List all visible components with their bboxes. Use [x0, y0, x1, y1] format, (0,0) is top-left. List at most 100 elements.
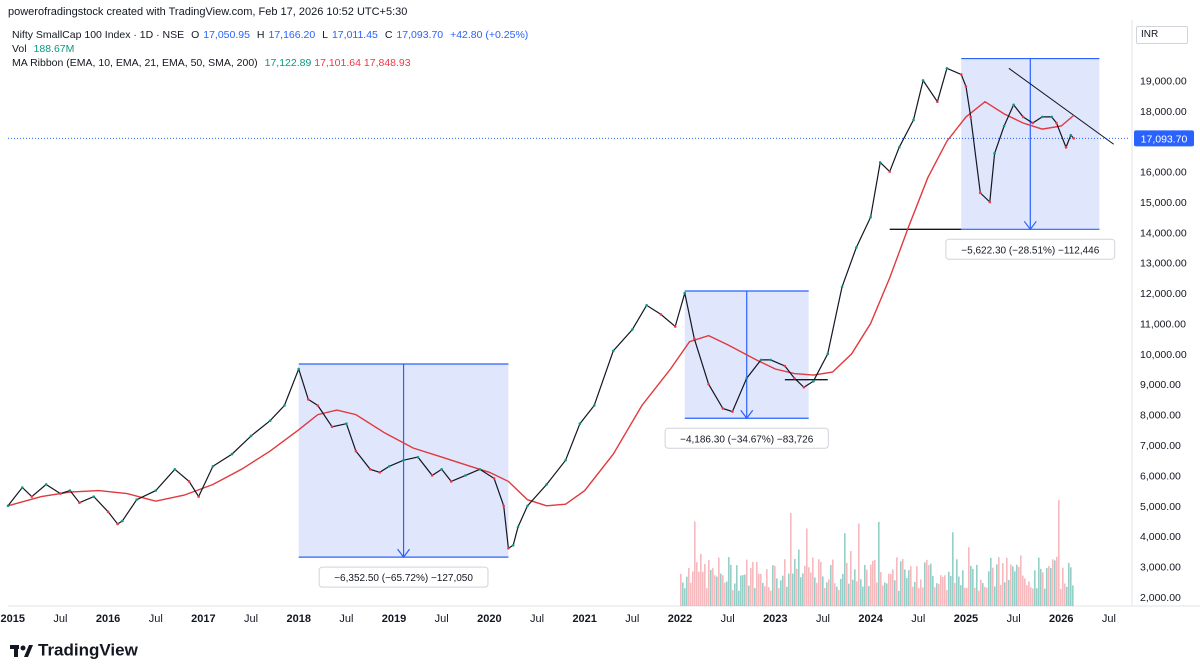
legend-volume-row[interactable]: Vol 188.67M — [12, 42, 532, 56]
drawdown-label-2: −5,622.30 (−28.51%) −112,446 — [961, 245, 1099, 256]
volume-bar — [688, 567, 690, 606]
price-point — [59, 492, 62, 495]
price-point — [135, 498, 138, 501]
volume-bar — [996, 564, 998, 606]
current-price-tag[interactable] — [1134, 130, 1194, 147]
price-point — [878, 161, 882, 164]
volume-bar — [780, 580, 782, 606]
price-point — [121, 519, 124, 523]
volume-bar — [926, 559, 928, 606]
price-point — [478, 467, 482, 471]
volume-bar — [898, 590, 900, 606]
volume-bar — [864, 564, 866, 606]
y-tick-label: 19,000.00 — [1140, 75, 1187, 87]
volume-bar — [908, 570, 910, 606]
price-point — [769, 358, 772, 362]
volume-bar — [692, 571, 694, 606]
price-point — [197, 495, 200, 498]
price-point — [297, 367, 301, 371]
volume-bar — [830, 565, 832, 606]
volume-bar — [930, 563, 932, 606]
price-line[interactable] — [7, 67, 1075, 550]
volume-bar — [892, 569, 894, 606]
price-point — [306, 398, 310, 401]
price-point — [187, 480, 191, 483]
brand-name: TradingView — [38, 640, 138, 660]
volume-bar — [1042, 572, 1044, 606]
sma200-line[interactable] — [7, 100, 1075, 507]
price-point — [249, 434, 253, 438]
y-tick-label: 10,000.00 — [1140, 349, 1187, 361]
volume-bar — [968, 547, 970, 606]
x-tick-label: Jul — [816, 613, 830, 625]
tradingview-logo[interactable]: TradingView — [10, 640, 138, 661]
x-tick-label: 2018 — [286, 613, 310, 625]
price-point — [692, 337, 696, 340]
volume-bar — [1002, 563, 1004, 606]
x-tick-label: Jul — [339, 613, 353, 625]
x-tick-label: 2020 — [477, 613, 501, 625]
volume-bar — [850, 551, 852, 606]
price-point — [20, 486, 24, 489]
volume-bar — [982, 583, 984, 606]
legend-symbol-row[interactable]: Nifty SmallCap 100 Index · 1D · NSE O 17,… — [12, 28, 532, 42]
volume-bar — [698, 571, 700, 606]
volume-bar — [728, 557, 730, 606]
volume-bar — [680, 573, 682, 606]
price-point — [92, 495, 96, 498]
volume-bar — [810, 572, 812, 606]
volume-bar — [744, 574, 746, 606]
volume-bar — [888, 573, 890, 606]
price-point — [1072, 137, 1075, 140]
volume-bar — [746, 559, 748, 606]
volume-bar — [950, 575, 952, 606]
volume-bar — [1004, 582, 1006, 606]
volume-bar — [732, 590, 734, 606]
volume-bar — [1028, 581, 1030, 606]
volume-bar — [878, 521, 880, 606]
volume-bar — [890, 573, 892, 606]
price-point — [545, 483, 548, 486]
volume-bar — [924, 562, 926, 606]
x-tick-label: Jul — [53, 613, 67, 625]
volume-bar — [804, 565, 806, 606]
volume-bar — [710, 569, 712, 606]
volume-bar — [1010, 564, 1012, 606]
volume-bar — [858, 523, 860, 606]
currency-selector[interactable]: INR — [1136, 26, 1188, 44]
volume-bar — [914, 582, 916, 606]
x-tick-label: 2025 — [954, 613, 978, 625]
volume-bar — [776, 578, 778, 606]
volume-bar — [730, 564, 732, 606]
ma-value-2: 17,101.64 — [314, 57, 361, 69]
downtrend-line — [1008, 67, 1114, 145]
x-tick-label: Jul — [1102, 613, 1116, 625]
volume-bar — [838, 589, 840, 606]
price-point — [449, 480, 453, 483]
price-point — [516, 525, 520, 529]
symbol-name[interactable]: Nifty SmallCap 100 Index · 1D · NSE — [12, 29, 185, 41]
price-point — [897, 145, 901, 149]
y-tick-label: 11,000.00 — [1140, 318, 1186, 330]
volume-bar — [720, 573, 722, 606]
volume-bar — [1060, 588, 1062, 606]
volume-bar — [922, 587, 924, 606]
volume-bar — [1032, 588, 1034, 606]
price-point — [378, 471, 382, 474]
price-point — [683, 291, 687, 295]
volume-bar — [700, 553, 702, 606]
price-point — [211, 464, 215, 468]
volume-bar — [948, 571, 950, 606]
price-point — [78, 501, 81, 505]
volume-bar — [998, 557, 1000, 606]
volume-bar — [846, 562, 848, 606]
price-point — [154, 489, 158, 492]
volume-bar — [766, 569, 768, 606]
legend-ma-row[interactable]: MA Ribbon (EMA, 10, EMA, 21, EMA, 50, SM… — [12, 56, 532, 70]
open-value: 17,050.95 — [203, 29, 250, 41]
y-tick-label: 6,000.00 — [1140, 470, 1181, 482]
price-point — [430, 474, 434, 477]
x-tick-label: 2022 — [668, 613, 692, 625]
volume-bar — [918, 588, 920, 606]
